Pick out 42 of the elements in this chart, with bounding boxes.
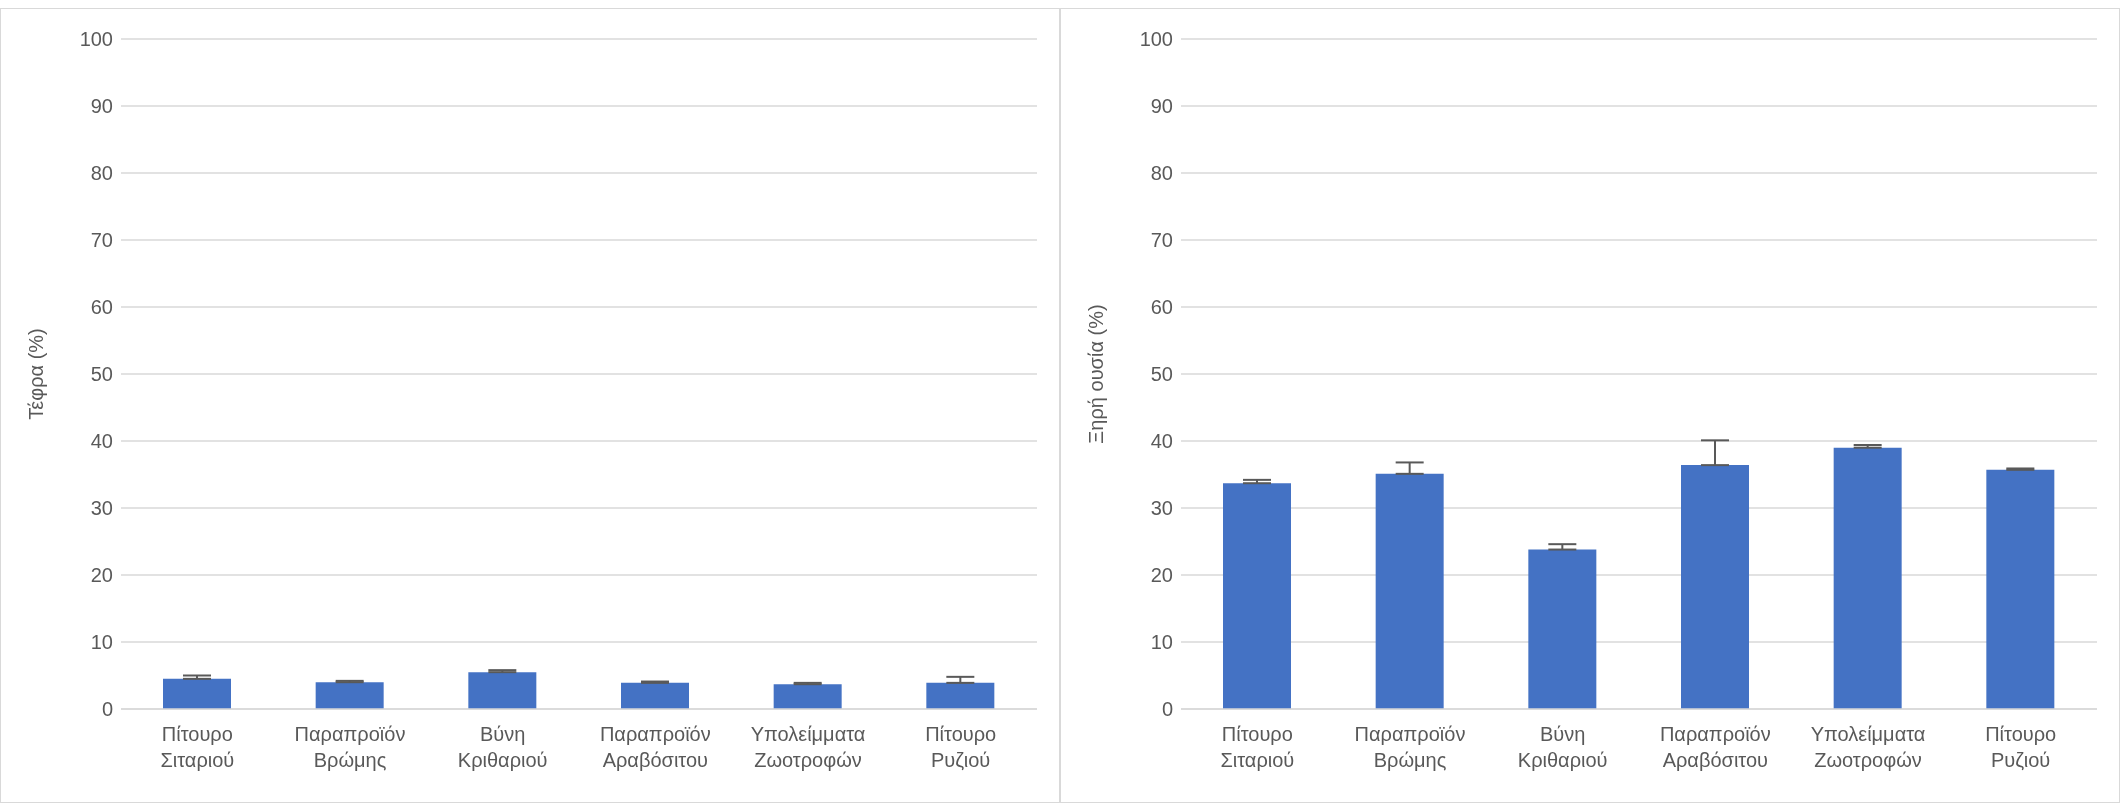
bar — [1528, 549, 1597, 709]
bar — [1681, 465, 1749, 709]
y-tick-label: 80 — [90, 162, 113, 185]
y-tick-label: 90 — [1150, 95, 1173, 118]
x-tick-label: Παραπροϊόν Βρώμης — [294, 723, 406, 771]
y-tick-label: 10 — [1150, 631, 1173, 654]
x-tick-label: Πίτουρο Ρυζιού — [1985, 723, 2057, 771]
x-tick-label: Παραπροϊόν Αραβόσιτου — [1659, 723, 1771, 771]
y-tick-label: 60 — [1150, 296, 1173, 319]
y-tick-label: 20 — [1150, 564, 1173, 587]
y-tick-label: 90 — [90, 95, 113, 118]
y-tick-label: 40 — [1150, 430, 1173, 453]
x-tick-label: Υπολείμματα Ζωοτροφών — [750, 723, 866, 771]
y-tick-label: 30 — [1150, 497, 1173, 520]
y-tick-label: 70 — [1150, 229, 1173, 252]
y-tick-label: 60 — [90, 296, 113, 319]
bar — [1833, 447, 1902, 709]
x-tick-label: Υπολείμματα Ζωοτροφών — [1810, 723, 1926, 771]
y-tick-label: 50 — [90, 363, 113, 386]
y-tick-label: 40 — [90, 430, 113, 453]
y-tick-label: 0 — [101, 698, 113, 721]
y-tick-label: 50 — [1150, 363, 1173, 386]
y-tick-label: 30 — [90, 497, 113, 520]
bar — [1986, 469, 2055, 709]
y-tick-label: 70 — [90, 229, 113, 252]
y-tick-label: 20 — [90, 564, 113, 587]
bar — [1223, 483, 1291, 709]
x-tick-label: Παραπροϊόν Βρώμης — [1354, 723, 1466, 771]
x-tick-label: Πίτουρο Ρυζιού — [925, 723, 997, 771]
x-tick-label: Πίτουρο Σιταριού — [160, 723, 235, 771]
y-tick-label: 100 — [79, 28, 113, 51]
x-tick-label: Βύνη Κριθαριού — [457, 723, 548, 771]
y-axis-title: Τέφρα (%) — [25, 328, 48, 420]
bar — [1375, 473, 1444, 709]
y-tick-label: 10 — [90, 631, 113, 654]
y-tick-label: 100 — [1139, 28, 1173, 51]
y-tick-label: 80 — [1150, 162, 1173, 185]
x-tick-label: Παραπροϊόν Αραβόσιτου — [599, 723, 711, 771]
y-tick-label: 0 — [1161, 698, 1173, 721]
x-tick-label: Βύνη Κριθαριού — [1517, 723, 1608, 771]
x-tick-label: Πίτουρο Σιταριού — [1220, 723, 1295, 771]
y-axis-title: Ξηρή ουσία (%) — [1085, 304, 1108, 444]
